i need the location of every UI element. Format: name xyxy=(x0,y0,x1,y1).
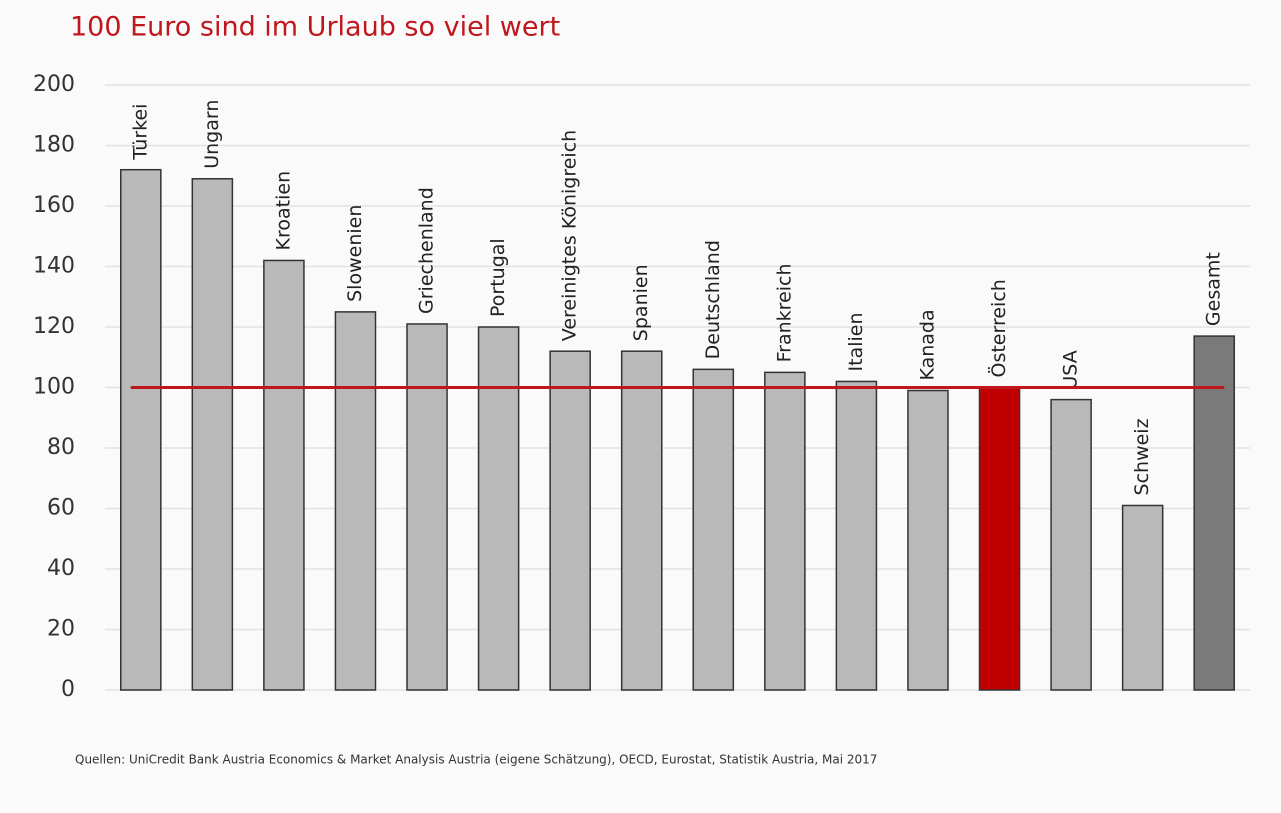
bar xyxy=(1121,504,1164,691)
category-label: Spanien xyxy=(630,264,652,341)
category-label: Griechenland xyxy=(416,187,438,314)
y-tick-label: 0 xyxy=(61,677,75,702)
category-label: Portugal xyxy=(487,238,509,317)
bar xyxy=(907,389,949,691)
bar xyxy=(119,168,162,691)
y-tick-label: 180 xyxy=(33,133,75,158)
bar xyxy=(620,350,663,691)
y-tick-label: 160 xyxy=(33,193,75,218)
y-tick-label: 100 xyxy=(33,375,75,400)
bar xyxy=(978,386,1021,691)
category-label: Österreich xyxy=(987,279,1010,377)
bar xyxy=(1193,335,1236,691)
category-label: Frankreich xyxy=(773,263,795,362)
category-label: Slowenien xyxy=(344,205,366,302)
bar xyxy=(1050,398,1092,691)
category-label: Schweiz xyxy=(1131,418,1153,495)
category-label: Gesamt xyxy=(1203,252,1225,326)
chart-title: 100 Euro sind im Urlaub so viel wert xyxy=(70,12,560,43)
category-label: Vereinigtes Königreich xyxy=(559,130,581,341)
category-label: Türkei xyxy=(129,104,151,161)
source-note: Quellen: UniCredit Bank Austria Economic… xyxy=(75,753,877,767)
category-label: Italien xyxy=(845,312,867,371)
y-tick-label: 60 xyxy=(47,496,75,521)
y-tick-label: 120 xyxy=(33,314,75,339)
y-tick-label: 40 xyxy=(47,556,75,581)
bar xyxy=(692,368,735,691)
bar xyxy=(406,323,448,691)
bar xyxy=(191,178,234,691)
y-tick-label: 20 xyxy=(47,617,75,642)
bar xyxy=(835,380,878,691)
category-label: Kroatien xyxy=(272,171,294,251)
bar xyxy=(263,259,305,691)
bar xyxy=(477,326,520,691)
category-label: Kanada xyxy=(916,309,938,380)
category-label: USA xyxy=(1060,350,1082,389)
category-label: Deutschland xyxy=(702,240,724,359)
bar xyxy=(334,311,377,691)
y-tick-label: 140 xyxy=(33,254,75,279)
category-label: Ungarn xyxy=(201,100,223,169)
bar xyxy=(764,371,806,691)
y-tick-label: 200 xyxy=(33,72,75,97)
plot-area: 0 20 40 60 80 100 120 140 160 180 200 Türkei Ungarn K… xyxy=(33,72,1250,702)
y-tick-label: 80 xyxy=(47,435,75,460)
bar xyxy=(549,350,591,691)
